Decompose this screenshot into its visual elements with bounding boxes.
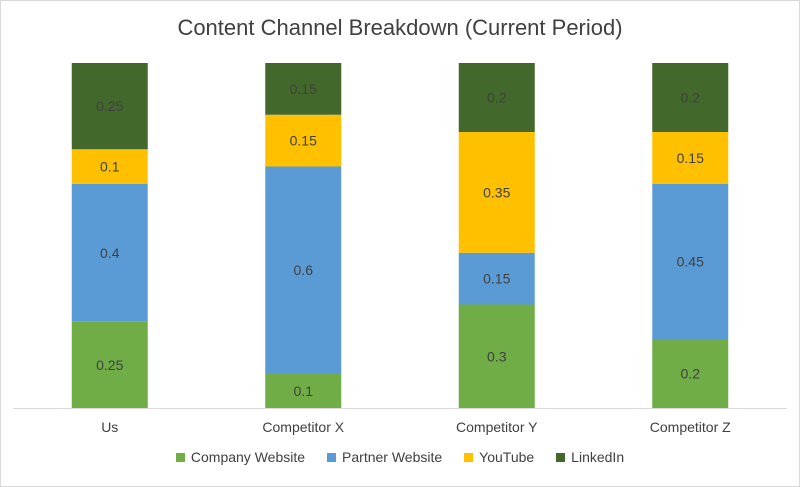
data-label-competitor-x-company-website: 0.1 [294, 383, 314, 399]
bar-competitor-z-linkedin [652, 63, 729, 132]
legend-swatch-youtube [464, 452, 474, 462]
bar-competitor-y-company-website [458, 304, 535, 408]
legend-item-youtube: YouTube [464, 449, 534, 465]
data-label-competitor-y-linkedin: 0.2 [487, 90, 507, 106]
bar-us-partner-website [71, 183, 148, 322]
legend-swatch-linkedin [556, 452, 566, 462]
chart-legend: Company Website Partner Website YouTube … [1, 449, 799, 465]
legend-item-company-website: Company Website [175, 449, 306, 465]
data-label-competitor-z-company-website: 0.2 [681, 366, 701, 382]
bar-competitor-z-youtube [652, 132, 729, 184]
data-label-us-youtube: 0.1 [100, 159, 120, 175]
data-label-competitor-y-company-website: 0.3 [487, 348, 507, 364]
data-label-competitor-x-youtube: 0.15 [290, 133, 317, 149]
legend-label-linkedin: LinkedIn [571, 449, 625, 465]
bar-us-linkedin [71, 63, 148, 150]
bar-competitor-y-linkedin [458, 63, 535, 132]
bar-competitor-y-partner-website [458, 252, 535, 305]
data-label-competitor-z-youtube: 0.15 [677, 150, 704, 166]
data-label-us-company-website: 0.25 [96, 357, 123, 373]
legend-swatch-company-website [175, 452, 185, 462]
data-label-competitor-y-youtube: 0.35 [483, 184, 510, 200]
legend-label-company-website: Company Website [190, 449, 306, 465]
data-label-us-partner-website: 0.4 [100, 245, 120, 261]
x-tick-label-competitor-z: Competitor Z [650, 419, 731, 435]
data-label-competitor-x-linkedin: 0.15 [290, 81, 317, 97]
data-label-us-linkedin: 0.25 [96, 98, 123, 114]
legend-swatch-partner-website [327, 452, 337, 462]
legend-label-partner-website: Partner Website [342, 449, 443, 465]
bar-us-youtube [71, 149, 148, 184]
data-label-competitor-z-partner-website: 0.45 [677, 253, 704, 269]
bar-competitor-x-linkedin [265, 63, 342, 115]
bar-competitor-z-company-website [652, 339, 729, 408]
bar-competitor-y-youtube [458, 132, 535, 253]
bar-competitor-x-youtube [265, 114, 342, 167]
bar-us-company-website [71, 321, 148, 408]
bar-competitor-x-partner-website [265, 166, 342, 374]
x-tick-label-competitor-x: Competitor X [262, 419, 344, 435]
x-tick-label-competitor-y: Competitor Y [456, 419, 538, 435]
data-label-competitor-z-linkedin: 0.2 [681, 90, 701, 106]
chart-title: Content Channel Breakdown (Current Perio… [177, 15, 623, 40]
bar-competitor-x-company-website [265, 373, 342, 408]
legend-label-youtube: YouTube [479, 449, 535, 465]
bar-competitor-z-partner-website [652, 183, 729, 339]
data-label-competitor-x-partner-website: 0.6 [294, 262, 314, 278]
data-label-competitor-y-partner-website: 0.15 [483, 271, 510, 287]
bar-chart: 0.25 0.4 0.1 0.25 Us 0.1 0.6 0.15 0.15 Competitor… [13, 63, 787, 435]
legend-item-partner-website: Partner Website [327, 449, 442, 465]
legend-item-linkedin: LinkedIn [556, 449, 624, 465]
x-tick-label-us: Us [101, 419, 118, 435]
